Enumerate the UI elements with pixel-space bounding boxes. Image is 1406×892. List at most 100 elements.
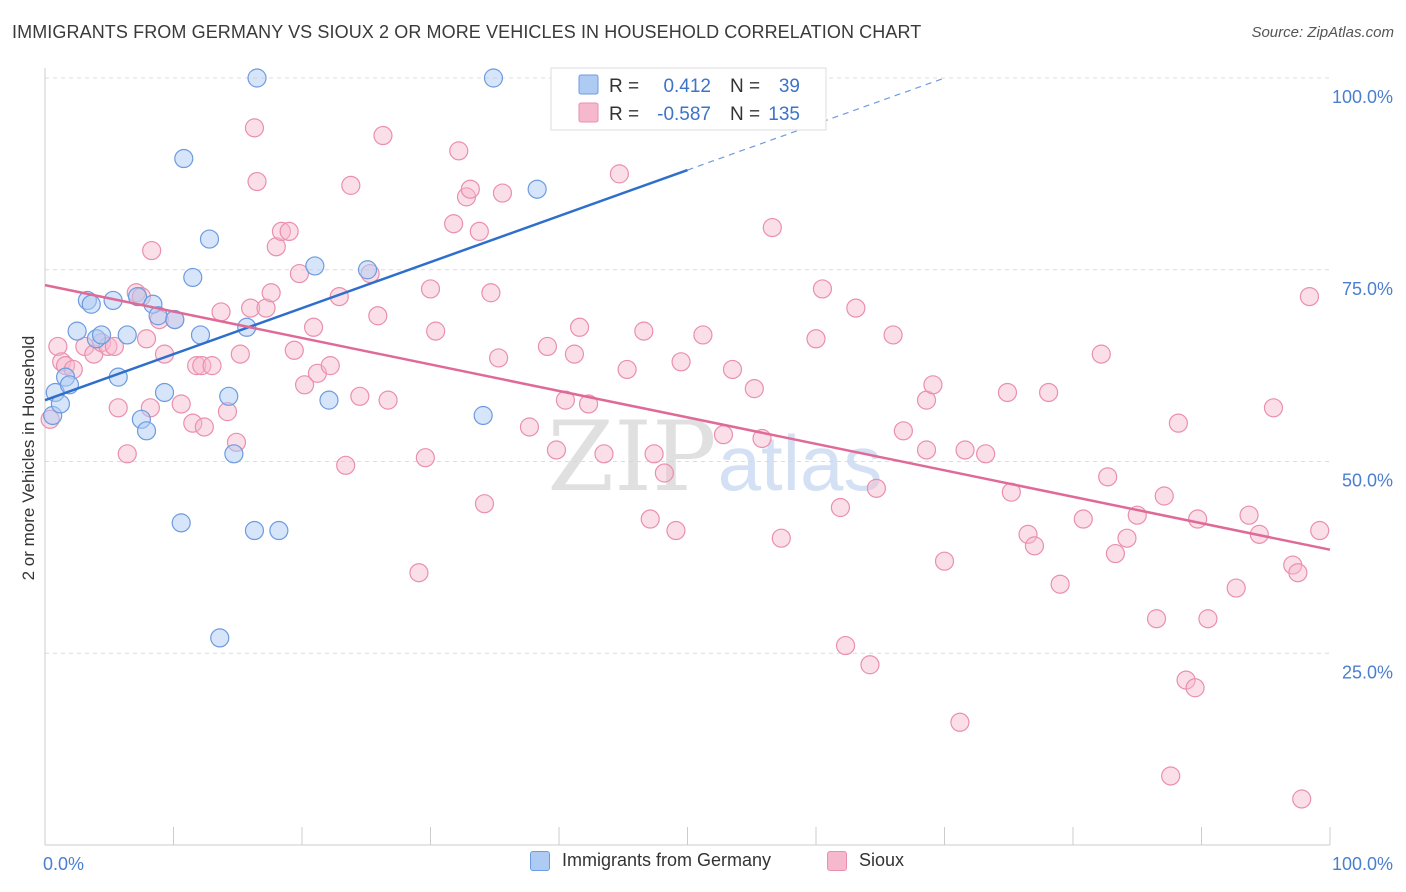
legend-blue-n-value: 39 — [779, 76, 800, 97]
sioux-point — [108, 398, 128, 418]
sioux-point — [1310, 520, 1330, 541]
sioux-point — [1018, 524, 1038, 544]
sioux-point — [671, 352, 691, 372]
germany-point — [117, 325, 137, 345]
germany-point — [136, 421, 157, 441]
sioux-point — [955, 440, 975, 460]
sioux-point — [1188, 509, 1208, 529]
sioux-point — [893, 421, 913, 441]
sioux-point — [378, 390, 398, 410]
sioux-point — [368, 306, 388, 326]
sioux-point — [634, 321, 654, 341]
sioux-point — [569, 317, 590, 337]
sioux-point — [1154, 486, 1174, 506]
chart-title: IMMIGRANTS FROM GERMANY VS SIOUX 2 OR MO… — [12, 22, 922, 42]
watermark-atlas: atlas — [718, 419, 883, 507]
germany-point — [91, 325, 112, 345]
germany-point — [247, 68, 267, 88]
sioux-point — [835, 635, 856, 656]
sioux-point — [350, 386, 370, 406]
sioux-point — [617, 359, 637, 380]
sioux-point — [1168, 413, 1188, 433]
sioux-point — [1198, 609, 1218, 629]
sioux-point — [194, 417, 214, 437]
legend-pink-r-label: R = — [609, 104, 639, 125]
sioux-point — [444, 214, 464, 234]
legend-item-germany: Immigrants from Germany — [530, 850, 771, 871]
sioux-point — [489, 348, 509, 368]
watermark-zip: ZIP — [547, 401, 716, 513]
germany-point — [224, 444, 244, 464]
sioux-point — [469, 221, 489, 241]
sioux-point — [183, 413, 203, 433]
sioux-point — [771, 528, 791, 548]
sioux-point — [1292, 789, 1312, 809]
sioux-point — [923, 375, 943, 395]
sioux-point — [271, 221, 292, 241]
sioux-point — [693, 325, 713, 345]
germany-point — [171, 513, 191, 533]
sioux-point — [830, 497, 851, 518]
sioux-point — [336, 455, 356, 475]
sioux-point — [644, 444, 664, 464]
sioux-point — [519, 417, 540, 437]
germany-point — [483, 68, 504, 88]
sioux-point — [654, 463, 674, 483]
sioux-point — [449, 141, 469, 161]
sioux-point — [1073, 509, 1093, 529]
germany-point — [174, 148, 194, 169]
source-label: Source: ZipAtlas.com — [1251, 24, 1394, 41]
sioux-point — [594, 444, 614, 464]
legend-germany-label: Immigrants from Germany — [562, 850, 772, 870]
sioux-point — [1038, 382, 1059, 403]
axis-layer: 25.0% 50.0% 75.0% 100.0% 0.0% 100.0% — [43, 68, 1393, 874]
germany-point — [305, 256, 325, 276]
sioux-point — [860, 655, 880, 675]
germany-point — [210, 628, 230, 648]
sioux-point — [492, 183, 513, 203]
sioux-point — [1024, 536, 1045, 556]
sioux-point — [241, 298, 261, 318]
sioux-point — [609, 164, 629, 184]
sioux-point — [415, 448, 435, 468]
sioux-point — [744, 379, 764, 399]
sioux-point — [1146, 609, 1167, 629]
legend-sioux-label: Sioux — [859, 850, 905, 870]
sioux-point — [976, 444, 996, 464]
germany-point — [319, 390, 339, 410]
sioux-point — [481, 283, 501, 303]
sioux-point — [426, 321, 446, 341]
sioux-point — [187, 356, 207, 376]
germany-point — [244, 520, 265, 541]
sioux-point — [284, 340, 304, 360]
sioux-point — [934, 551, 955, 571]
sioux-point — [341, 175, 361, 195]
sioux-point — [294, 375, 315, 395]
sioux-point — [883, 325, 903, 345]
legend-pink-swatch — [578, 102, 599, 123]
sioux-point — [1239, 505, 1259, 525]
sioux-point — [666, 520, 686, 541]
y-tick-label: 100.0% — [1332, 87, 1393, 107]
sioux-point — [950, 712, 970, 732]
sioux-point — [1105, 543, 1126, 564]
legend-bottom: Immigrants from Germany Sioux — [0, 850, 1406, 880]
germany-point — [219, 386, 239, 406]
watermark: ZIP atlas — [547, 401, 882, 513]
sioux-point — [1263, 398, 1284, 418]
sioux-point — [537, 336, 558, 357]
sioux-point — [997, 382, 1018, 403]
sioux-point — [171, 394, 191, 414]
legend-blue-swatch — [578, 74, 599, 95]
sioux-point — [192, 356, 212, 376]
sioux-point — [104, 336, 124, 357]
sioux-point — [244, 118, 265, 138]
legend-blue-r-label: R = — [609, 76, 639, 97]
sioux-point — [202, 356, 222, 376]
sioux-point — [806, 329, 826, 349]
sioux-point — [1161, 766, 1181, 786]
germany-point — [269, 520, 289, 541]
sioux-point — [256, 298, 276, 318]
y-tick-label: 75.0% — [1342, 279, 1393, 299]
